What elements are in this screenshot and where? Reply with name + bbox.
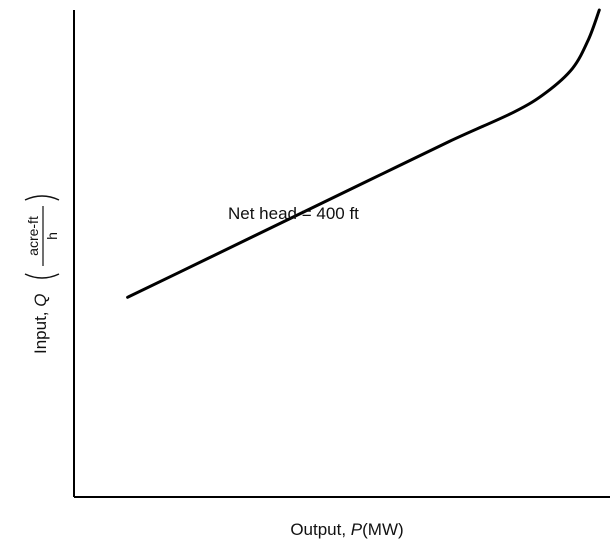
y-axis-label: Input, Q acre-ft h [24,195,60,355]
x-axis-label: Output, P(MW) [290,520,403,539]
y-label-unit-den: h [44,232,60,240]
y-label-paren-left [24,273,60,279]
curve-annotation: Net head = 400 ft [228,204,359,223]
y-label-unit-num: acre-ft [25,216,41,256]
svg-text:Input, Q: Input, Q [31,294,50,355]
series-line [126,8,601,299]
y-label-paren-right [24,195,60,201]
